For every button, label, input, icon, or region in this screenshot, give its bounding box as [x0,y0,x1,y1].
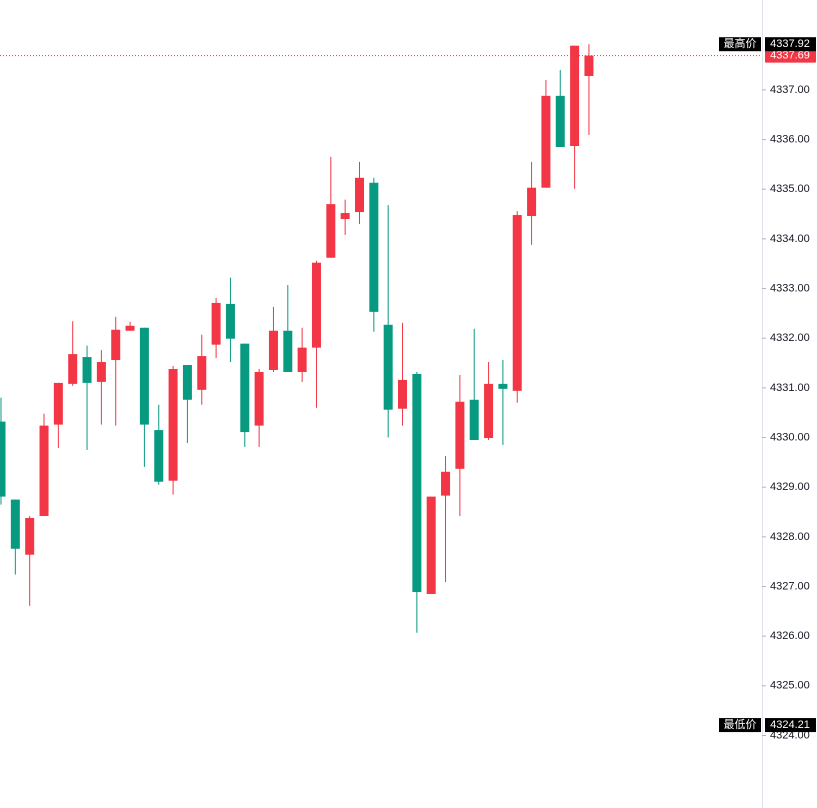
candle-body [111,329,121,361]
y-tick-label: 4328.00 [770,531,810,543]
last-price-box [765,48,816,63]
low-value: 4324.21 [770,719,810,731]
low-label-box [719,718,761,733]
candle-body [254,371,264,426]
y-tick-label: 4337.00 [770,84,810,96]
high-value: 4337.92 [770,38,810,50]
candle-body [283,330,293,372]
candle-body [383,324,393,410]
candle-body [527,187,537,217]
candle-body [139,327,149,425]
candle-body [240,343,250,433]
y-tick-label: 4326.00 [770,630,810,642]
candle-body [426,496,436,594]
candle-body [268,330,278,370]
y-tick-label: 4335.00 [770,183,810,195]
candle-body [96,362,106,382]
candle-body [311,262,321,348]
candle-body [555,95,565,147]
y-tick-label: 4327.00 [770,580,810,592]
candle-body [168,368,178,481]
last-price-label: 4337.69 [770,50,810,62]
high-value-box [765,37,816,52]
candle-body [0,421,6,497]
candle-body [541,95,551,188]
candle-body [326,204,336,258]
candle-body [512,215,522,391]
y-tick-label: 4331.00 [770,382,810,394]
candle-body [584,55,594,76]
candle-body [82,357,92,383]
candle-body [25,517,35,555]
candle-body [10,499,20,549]
candle-body [154,430,164,482]
low-label: 最低价 [724,718,757,731]
candle-body [441,471,451,496]
candle-body [340,213,350,220]
candle-body [39,425,49,516]
candle-body [412,373,422,592]
low-value-box [765,718,816,733]
y-tick-label: 4330.00 [770,431,810,443]
candle-body [53,382,63,425]
y-tick-label: 4324.00 [770,729,810,741]
candle-body [455,401,465,469]
y-tick-label: 4333.00 [770,282,810,294]
candle-body [297,347,307,372]
candle-body [355,177,364,213]
y-tick-label: 4334.00 [770,233,810,245]
high-label-box [719,37,761,52]
candle-body [498,383,508,389]
candle-body [484,383,494,439]
candle-body [225,303,235,339]
candle-body [369,182,379,312]
candle-body [469,399,479,441]
candle-body [211,302,221,345]
candle-body [398,379,408,409]
high-label: 最高价 [724,36,757,50]
y-tick-label: 4329.00 [770,481,810,493]
candle-body [182,365,192,400]
y-tick-label: 4332.00 [770,332,810,344]
candle-body [68,354,78,384]
candle-body [125,325,135,331]
y-tick-label: 4325.00 [770,680,810,692]
candle-body [197,356,207,390]
candle-body [570,45,580,147]
y-tick-label: 4336.00 [770,133,810,145]
